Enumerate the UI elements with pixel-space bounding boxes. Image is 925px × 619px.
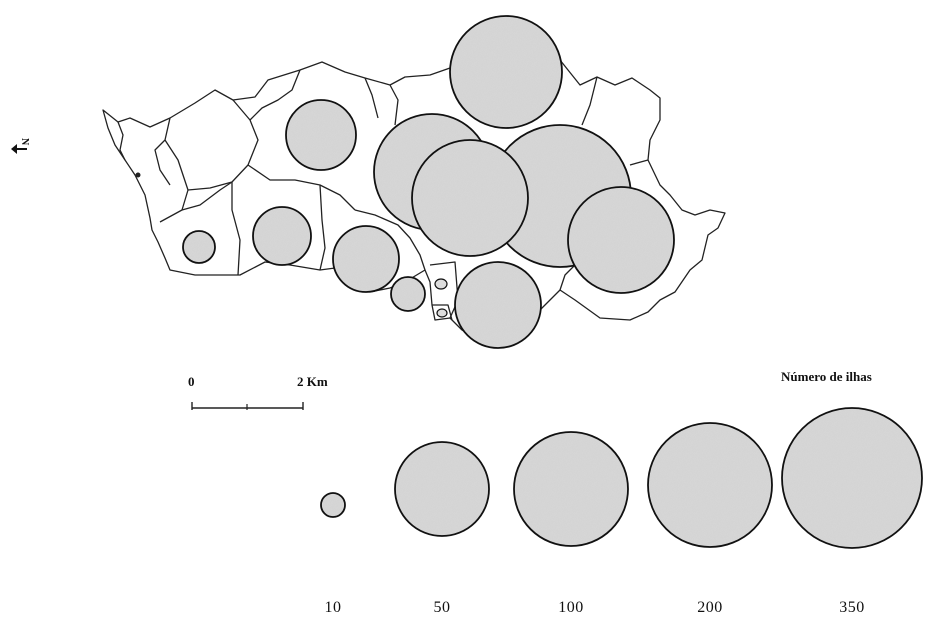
map-point <box>436 308 448 318</box>
map-bubble <box>449 15 563 129</box>
legend-bubbles <box>320 407 923 549</box>
parish-border-4 <box>187 99 259 191</box>
parish-border-14 <box>432 304 453 321</box>
parish-border-8 <box>249 69 301 121</box>
parish-border-13 <box>429 261 459 319</box>
legend-label-50: 50 <box>433 599 451 616</box>
map-point <box>135 172 141 178</box>
north-label: N <box>19 138 29 146</box>
legend-bubble-100 <box>513 431 629 547</box>
parish-border-12 <box>354 209 426 271</box>
scale-bar <box>191 402 304 410</box>
legend-label-350: 350 <box>839 599 865 616</box>
parish-border-9 <box>319 184 326 271</box>
parish-border-6 <box>231 182 241 276</box>
legend-bubble-350 <box>781 407 923 549</box>
legend-label-10: 10 <box>324 599 342 616</box>
map-bubble <box>567 186 675 294</box>
map-bubble <box>332 225 400 293</box>
legend-bubble-50 <box>394 441 490 537</box>
legend-bubble-200 <box>647 422 773 548</box>
parish-border-17 <box>629 159 649 166</box>
parish-border-16 <box>559 264 576 291</box>
parish-boundaries <box>102 59 726 346</box>
scale-start-label: 0 <box>188 374 195 389</box>
parish-border-5 <box>181 181 233 211</box>
parish-border-15 <box>581 76 598 126</box>
map-bubble <box>454 261 542 349</box>
legend-label-200: 200 <box>697 599 723 616</box>
north-arrow-icon: N <box>11 138 29 154</box>
map-point <box>434 278 448 290</box>
parish-border-11 <box>389 84 399 126</box>
map-bubble <box>182 230 216 264</box>
parish-border-10 <box>364 77 379 119</box>
legend-label-100: 100 <box>558 599 584 616</box>
map-bubble <box>390 276 426 312</box>
parish-border-1 <box>117 121 126 161</box>
legend-title: Número de ilhas <box>781 369 872 384</box>
parish-border-7 <box>247 164 356 211</box>
scale-end-label: 2 Km <box>297 374 328 389</box>
map-bubble <box>285 99 357 171</box>
map-bubble <box>411 139 529 257</box>
map-bubbles <box>135 15 675 349</box>
map-bubble <box>252 206 312 266</box>
parish-border-3 <box>154 117 171 186</box>
legend-bubble-10 <box>320 492 346 518</box>
